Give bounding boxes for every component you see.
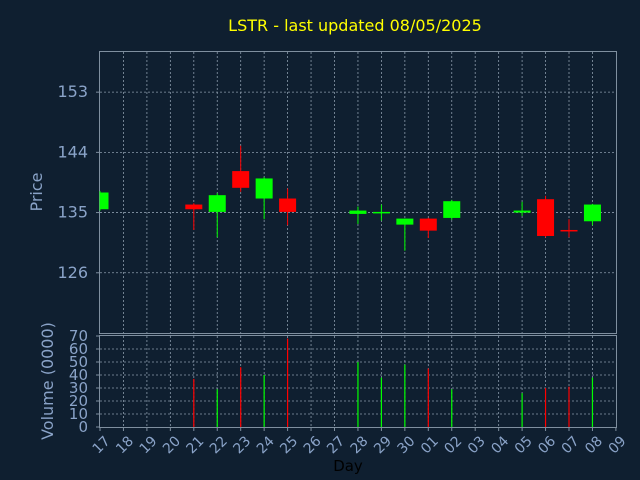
candle-body [419,218,437,231]
candle [185,203,203,230]
candle [349,206,367,224]
candles [99,145,601,251]
candle [513,201,531,216]
candle [560,219,578,238]
volume-bars [193,338,594,427]
candle-body [255,178,273,199]
candle [255,177,273,220]
chart-title: LSTR - last updated 08/05/2025 [228,16,482,35]
candle-body [443,201,461,218]
candle [443,199,461,220]
candle [396,218,414,251]
candle [419,217,437,238]
price-tick-label: 153 [57,82,88,101]
candle-body [185,204,203,210]
candle [583,203,601,226]
volume-tick-label: 20 [69,392,88,410]
price-tick-label: 135 [57,203,88,222]
volume-tick-label: 0 [78,418,88,436]
candle [232,145,250,192]
candle [99,191,109,211]
candle-body [100,192,109,210]
volume-tick-label: 10 [69,405,88,423]
candle-body [560,229,578,232]
candle-body [279,198,297,212]
price-panel: 126 135 144 153 Price [27,51,617,334]
volume-tick-label: 50 [69,353,88,371]
volume-axis-label: Volume (0000) [38,322,57,440]
volume-tick-label: 30 [69,379,88,397]
candle-body [208,195,226,212]
candle-body [349,210,367,214]
candle-body [372,211,390,214]
volume-tick-label: 40 [69,366,88,384]
price-tick-label: 144 [57,142,88,161]
volume-tick-label: 60 [69,340,88,358]
candle [279,188,297,226]
price-axis-label: Price [27,172,46,211]
x-axis-label: Day [333,457,363,475]
candle-body [583,204,601,222]
candle [372,204,390,221]
candle-body [232,171,250,188]
volume-tick-label: 70 [69,327,88,345]
candle-body [396,218,414,225]
price-tick-label: 126 [57,263,88,282]
candle-body [537,199,555,236]
candle [537,195,555,238]
candle-body [513,210,531,213]
candle [208,193,226,238]
price-y-axis: 126 135 144 153 [57,82,100,282]
